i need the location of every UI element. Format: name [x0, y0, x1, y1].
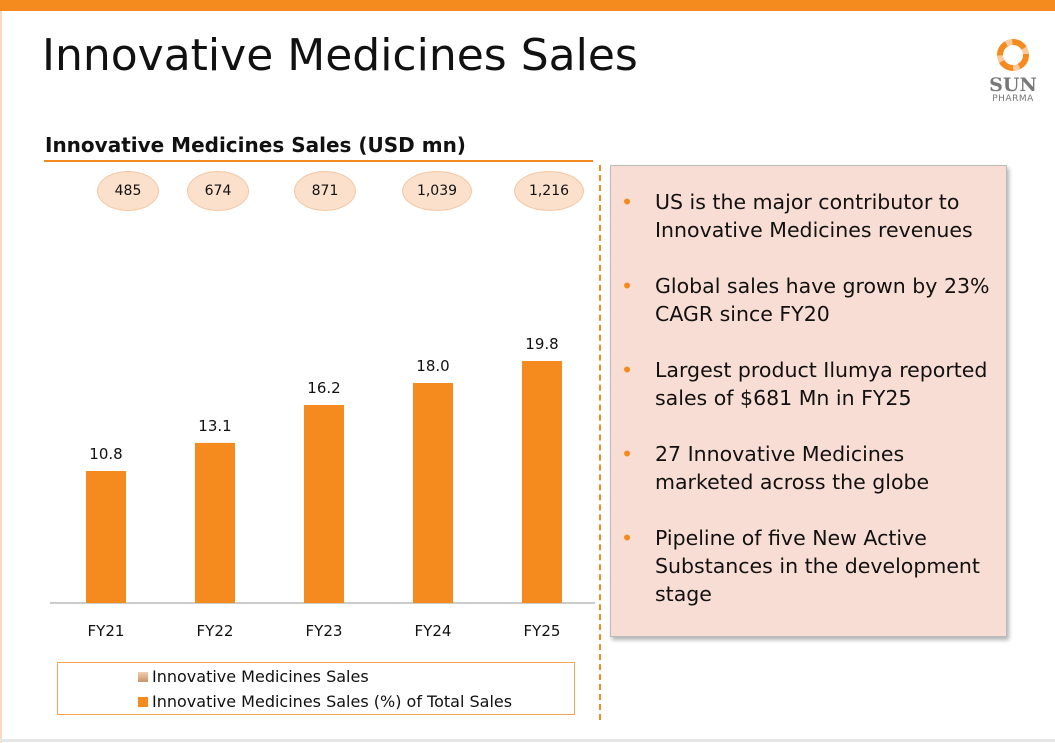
top-accent-bar	[0, 0, 1055, 11]
sun-pharma-logo: SUN PHARMA	[978, 38, 1048, 108]
chart-title: Innovative Medicines Sales (USD mn)	[45, 133, 466, 157]
bar-data-label: 10.8	[89, 445, 122, 463]
sun-logo-icon	[997, 39, 1029, 71]
x-tick-label: FY25	[524, 622, 561, 640]
bar-fy25	[522, 361, 562, 603]
logo-sub-text: PHARMA	[992, 94, 1034, 104]
bar-fy24	[413, 383, 453, 603]
x-tick-label: FY21	[88, 622, 125, 640]
bar-fy22	[195, 442, 235, 603]
bullet-item: • US is the major contributor to Innovati…	[619, 188, 990, 244]
chart-title-underline	[44, 160, 593, 162]
chart-legend: Innovative Medicines Sales Innovative Me…	[57, 662, 575, 715]
x-tick-label: FY24	[415, 622, 452, 640]
legend-label: Innovative Medicines Sales	[152, 667, 369, 686]
bar-data-label: 13.1	[198, 417, 231, 435]
sales-value-oval: 485	[97, 171, 159, 211]
bullet-icon: •	[621, 442, 634, 466]
sales-value-oval: 871	[294, 171, 356, 211]
sales-value-oval: 674	[187, 171, 249, 211]
bullet-icon: •	[621, 358, 634, 382]
bullet-text: Pipeline of five New Active Substances i…	[655, 526, 980, 606]
bullet-item: • Largest product Ilumya reported sales o…	[619, 356, 990, 412]
bullet-text: US is the major contributor to Innovativ…	[655, 190, 973, 242]
bullet-item: • Pipeline of five New Active Substances …	[619, 524, 990, 608]
bar-data-label: 16.2	[307, 379, 340, 397]
logo-main-text: SUN	[989, 74, 1037, 96]
sales-value-oval: 1,216	[514, 171, 584, 211]
bullet-item: • Global sales have grown by 23% CAGR sin…	[619, 272, 990, 328]
bar-data-label: 19.8	[525, 335, 558, 353]
bullet-text: Largest product Ilumya reported sales of…	[655, 358, 988, 410]
legend-label: Innovative Medicines Sales (%) of Total …	[152, 692, 513, 711]
legend-item-percent: Innovative Medicines Sales (%) of Total …	[138, 692, 512, 711]
bullet-icon: •	[621, 274, 634, 298]
bullet-item: • 27 Innovative Medicines marketed across…	[619, 440, 990, 496]
legend-swatch	[138, 696, 148, 707]
sales-value-oval: 1,039	[402, 171, 472, 211]
bullet-icon: •	[621, 526, 634, 550]
bar-data-label: 18.0	[416, 357, 449, 375]
legend-swatch	[138, 671, 148, 682]
x-tick-label: FY23	[306, 622, 343, 640]
page-title: Innovative Medicines Sales	[42, 30, 638, 81]
bottom-divider	[0, 739, 1055, 742]
bar-chart: 10.8 FY21 13.1 FY22 16.2 FY23 18.0 FY24 19.8 FY25	[50, 335, 595, 640]
x-tick-label: FY22	[197, 622, 234, 640]
bar-fy21	[86, 471, 126, 603]
bullet-icon: •	[621, 190, 634, 214]
highlights-panel: • US is the major contributor to Innovati…	[610, 165, 1007, 637]
bullet-text: Global sales have grown by 23% CAGR sinc…	[655, 274, 990, 326]
bullet-text: 27 Innovative Medicines marketed across …	[655, 442, 930, 494]
legend-item-sales: Innovative Medicines Sales	[138, 667, 369, 686]
bar-fy23	[304, 405, 344, 603]
dashed-divider	[599, 165, 601, 720]
left-accent-line	[0, 11, 2, 743]
